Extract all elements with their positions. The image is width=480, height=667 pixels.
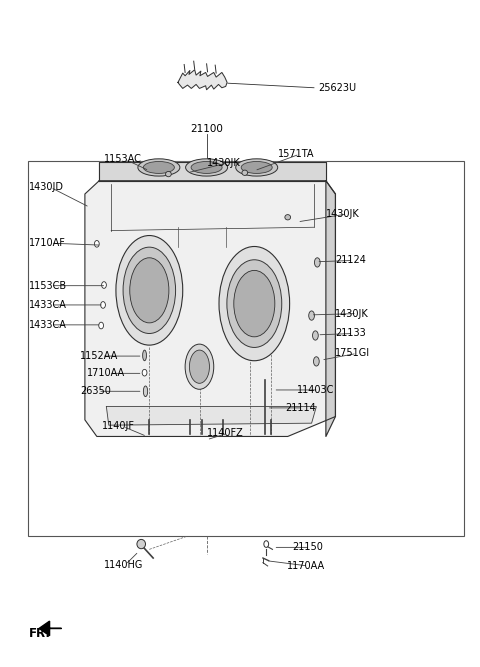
Text: 26350: 26350 bbox=[80, 386, 111, 396]
Ellipse shape bbox=[190, 350, 209, 384]
Polygon shape bbox=[99, 162, 326, 181]
Text: 1571TA: 1571TA bbox=[278, 149, 315, 159]
Text: 1140JF: 1140JF bbox=[102, 422, 134, 432]
Ellipse shape bbox=[309, 311, 314, 320]
Ellipse shape bbox=[144, 161, 174, 173]
Ellipse shape bbox=[312, 331, 318, 340]
Polygon shape bbox=[326, 181, 336, 436]
Text: 25623U: 25623U bbox=[319, 83, 357, 93]
Text: 1433CA: 1433CA bbox=[29, 320, 67, 330]
Text: 1153CB: 1153CB bbox=[29, 281, 67, 291]
Ellipse shape bbox=[138, 159, 180, 176]
Ellipse shape bbox=[130, 257, 169, 323]
Ellipse shape bbox=[185, 344, 214, 390]
Ellipse shape bbox=[186, 159, 228, 176]
Ellipse shape bbox=[241, 161, 272, 173]
Ellipse shape bbox=[191, 161, 222, 173]
Text: 1152AA: 1152AA bbox=[80, 351, 119, 361]
Ellipse shape bbox=[219, 247, 289, 361]
Ellipse shape bbox=[142, 370, 147, 376]
Text: 21124: 21124 bbox=[336, 255, 366, 265]
Ellipse shape bbox=[144, 386, 148, 397]
Text: 1153AC: 1153AC bbox=[104, 155, 142, 165]
Ellipse shape bbox=[314, 257, 320, 267]
Ellipse shape bbox=[95, 241, 99, 247]
Text: 1170AA: 1170AA bbox=[287, 561, 325, 571]
Text: 21133: 21133 bbox=[336, 329, 366, 338]
Ellipse shape bbox=[116, 235, 183, 345]
Text: 1430JK: 1430JK bbox=[326, 209, 360, 219]
Ellipse shape bbox=[236, 159, 278, 176]
Text: 1430JK: 1430JK bbox=[336, 309, 369, 319]
Text: 1710AA: 1710AA bbox=[87, 368, 125, 378]
Text: 1140FZ: 1140FZ bbox=[206, 428, 243, 438]
Text: 1430JK: 1430JK bbox=[206, 158, 240, 168]
Polygon shape bbox=[178, 70, 227, 90]
Polygon shape bbox=[85, 181, 336, 436]
Polygon shape bbox=[107, 407, 316, 425]
Text: 21114: 21114 bbox=[285, 403, 316, 413]
Ellipse shape bbox=[234, 270, 275, 337]
Text: 1751GI: 1751GI bbox=[336, 348, 371, 358]
Text: 21150: 21150 bbox=[292, 542, 324, 552]
Bar bbox=[28, 161, 464, 536]
Text: 1140HG: 1140HG bbox=[104, 560, 144, 570]
Ellipse shape bbox=[264, 541, 269, 548]
Text: 1710AF: 1710AF bbox=[29, 238, 66, 248]
Text: 1433CA: 1433CA bbox=[29, 300, 67, 310]
Text: FR.: FR. bbox=[29, 627, 51, 640]
Ellipse shape bbox=[137, 540, 145, 549]
Text: 11403C: 11403C bbox=[297, 385, 335, 395]
Ellipse shape bbox=[166, 171, 171, 177]
Ellipse shape bbox=[99, 322, 104, 329]
Ellipse shape bbox=[143, 350, 146, 361]
Ellipse shape bbox=[101, 301, 106, 308]
FancyArrow shape bbox=[39, 621, 61, 636]
Ellipse shape bbox=[313, 357, 319, 366]
Ellipse shape bbox=[285, 215, 290, 220]
Text: 21100: 21100 bbox=[190, 124, 223, 134]
Ellipse shape bbox=[242, 170, 248, 175]
Ellipse shape bbox=[123, 247, 176, 334]
Ellipse shape bbox=[102, 281, 107, 288]
Ellipse shape bbox=[227, 259, 282, 348]
Text: 1430JD: 1430JD bbox=[29, 182, 64, 192]
